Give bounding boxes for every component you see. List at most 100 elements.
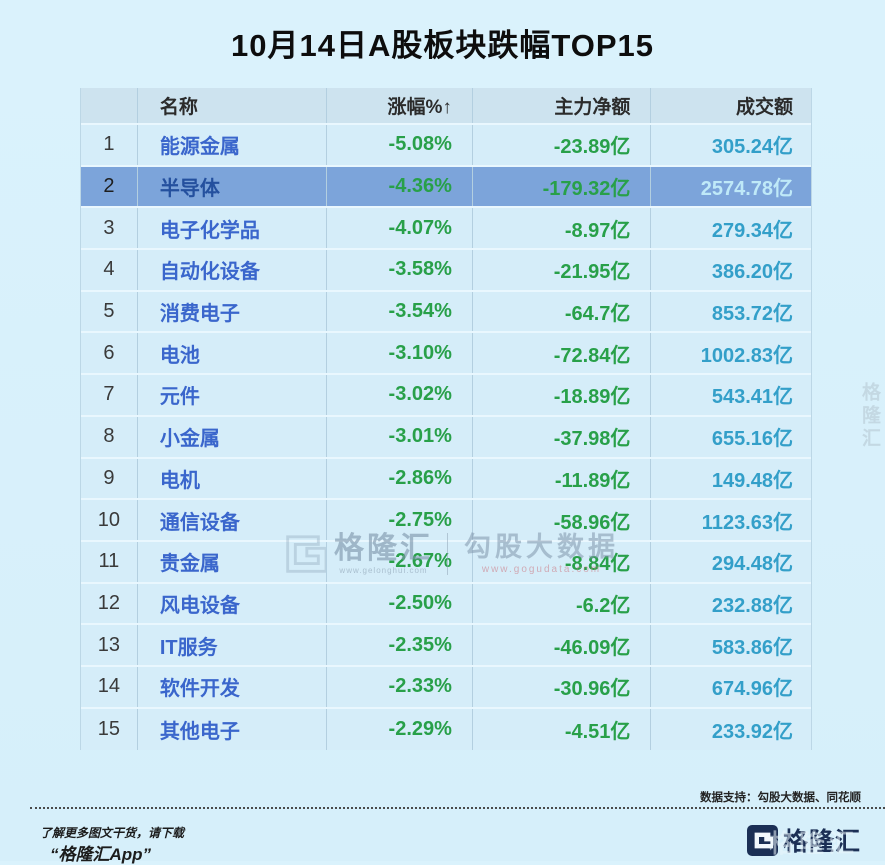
table-row: 9 电机 -2.86% -11.89亿 149.48亿 — [81, 458, 811, 501]
turnover-cell: 386.20亿 — [711, 261, 793, 284]
table-row: 12 风电设备 -2.50% -6.2亿 232.88亿 — [81, 583, 811, 626]
footer-dashed-divider — [30, 807, 885, 809]
turnover-cell: 233.92亿 — [711, 720, 793, 743]
table-row: 2 半导体 -4.36% -179.32亿 2574.78亿 — [81, 166, 811, 209]
change-cell: -3.54% — [327, 291, 473, 332]
rank-cell: 3 — [81, 208, 138, 249]
data-support-note: 数据支持：勾股大数据、同花顺 — [700, 792, 861, 804]
name-cell: 自动化设备 — [138, 250, 328, 290]
name-cell: 电机 — [138, 458, 328, 499]
change-cell: -2.67% — [327, 541, 473, 582]
net-cell: -8.84亿 — [473, 541, 652, 582]
name-cell: 其他电子 — [138, 708, 328, 751]
change-cell: -2.33% — [327, 666, 473, 707]
rank-cell: 13 — [81, 625, 138, 665]
turnover-cell: 583.86亿 — [711, 636, 793, 659]
change-cell: -2.75% — [327, 500, 473, 540]
name-cell: 电子化学品 — [138, 208, 328, 249]
turnover-cell: 1123.63亿 — [701, 511, 793, 534]
rank-cell: 8 — [81, 416, 138, 457]
name-cell: 能源金属 — [138, 125, 328, 165]
rank-cell: 11 — [81, 541, 138, 582]
table-body: 1 能源金属 -5.08% -23.89亿 305.24亿 2 半导体 -4.3… — [81, 125, 811, 751]
brand-logo-icon — [746, 824, 778, 856]
brand-logo-text: 格隆汇 格隆汇 — [769, 822, 861, 858]
net-cell: -6.2亿 — [473, 583, 652, 624]
rank-cell: 6 — [81, 333, 138, 374]
header-cell-net: 主力净额 — [473, 88, 652, 123]
header-cell-change: 涨幅%↑ — [327, 88, 473, 123]
table-row: 6 电池 -3.10% -72.84亿 1002.83亿 — [81, 333, 811, 376]
turnover-cell: 674.96亿 — [711, 678, 793, 701]
table-row: 14 软件开发 -2.33% -30.96亿 674.96亿 — [81, 666, 811, 709]
name-cell: 消费电子 — [138, 291, 328, 332]
rank-cell: 4 — [81, 250, 138, 290]
table-header: 名称 涨幅%↑ 主力净额 成交额 — [81, 88, 811, 125]
table-row: 15 其他电子 -2.29% -4.51亿 233.92亿 — [81, 708, 811, 751]
turnover-cell: 1002.83亿 — [700, 344, 793, 367]
brand-logo: 格隆汇 格隆汇 — [746, 822, 861, 858]
name-cell: 风电设备 — [138, 583, 328, 624]
net-cell: -8.97亿 — [473, 208, 652, 249]
rank-cell: 7 — [81, 375, 138, 415]
name-cell: 电池 — [138, 333, 328, 374]
name-cell: 通信设备 — [138, 500, 328, 540]
name-cell: 元件 — [138, 375, 328, 415]
change-cell: -2.35% — [327, 625, 473, 665]
net-cell: -18.89亿 — [473, 375, 652, 415]
net-cell: -46.09亿 — [473, 625, 652, 665]
table-row: 7 元件 -3.02% -18.89亿 543.41亿 — [81, 375, 811, 417]
change-cell: -3.58% — [327, 250, 473, 290]
header-cell-rank — [81, 88, 138, 123]
rank-cell: 5 — [81, 291, 138, 332]
net-cell: -11.89亿 — [473, 458, 652, 499]
table-row: 3 电子化学品 -4.07% -8.97亿 279.34亿 — [81, 208, 811, 251]
turnover-cell: 149.48亿 — [711, 469, 793, 492]
turnover-cell: 294.48亿 — [711, 553, 793, 576]
header-cell-turnover: 成交额 — [735, 97, 793, 118]
net-cell: -72.84亿 — [473, 333, 652, 374]
change-cell: -4.07% — [327, 208, 473, 249]
rank-cell: 10 — [81, 500, 138, 540]
net-cell: -37.98亿 — [473, 416, 652, 457]
net-cell: -4.51亿 — [473, 708, 652, 751]
net-cell: -58.96亿 — [473, 500, 652, 540]
table-row: 13 IT服务 -2.35% -46.09亿 583.86亿 — [81, 625, 811, 667]
name-cell: IT服务 — [138, 625, 328, 665]
change-cell: -2.86% — [327, 458, 473, 499]
name-cell: 小金属 — [138, 416, 328, 457]
turnover-cell: 305.24亿 — [711, 136, 793, 159]
change-cell: -3.10% — [327, 333, 473, 374]
net-cell: -64.7亿 — [473, 291, 652, 332]
stock-table: 名称 涨幅%↑ 主力净额 成交额 1 能源金属 -5.08% -23.89亿 3… — [80, 88, 812, 751]
net-cell: -21.95亿 — [473, 250, 652, 290]
turnover-cell: 2574.78亿 — [700, 178, 793, 201]
header-cell-name: 名称 — [138, 88, 328, 123]
net-cell: -179.32亿 — [473, 166, 652, 207]
turnover-cell: 853.72亿 — [711, 303, 793, 326]
change-cell: -2.29% — [327, 708, 473, 751]
rank-cell: 15 — [81, 708, 138, 751]
table-row: 4 自动化设备 -3.58% -21.95亿 386.20亿 — [81, 250, 811, 292]
promo-text: 了解更多图文干货，请下载 — [40, 826, 185, 840]
name-cell: 半导体 — [138, 166, 328, 207]
change-cell: -3.01% — [327, 416, 473, 457]
net-cell: -23.89亿 — [473, 125, 652, 165]
change-cell: -3.02% — [327, 375, 473, 415]
rank-cell: 2 — [81, 166, 138, 207]
turnover-cell: 232.88亿 — [711, 594, 793, 617]
table-row: 8 小金属 -3.01% -37.98亿 655.16亿 — [81, 416, 811, 459]
rank-cell: 1 — [81, 125, 138, 165]
turnover-cell: 655.16亿 — [711, 428, 793, 451]
table-row: 10 通信设备 -2.75% -58.96亿 1123.63亿 — [81, 500, 811, 542]
side-watermark: 格隆汇 — [859, 382, 880, 451]
app-name-text: “格隆汇App” — [50, 845, 152, 864]
turnover-cell: 543.41亿 — [711, 386, 793, 409]
change-cell: -2.50% — [327, 583, 473, 624]
net-cell: -30.96亿 — [473, 666, 652, 707]
page-title: 10月14日A股板块跌幅TOP15 — [231, 28, 654, 63]
turnover-cell: 279.34亿 — [711, 219, 793, 242]
table-row: 11 贵金属 -2.67% -8.84亿 294.48亿 — [81, 541, 811, 584]
table-row: 5 消费电子 -3.54% -64.7亿 853.72亿 — [81, 291, 811, 334]
table-row: 1 能源金属 -5.08% -23.89亿 305.24亿 — [81, 125, 811, 167]
